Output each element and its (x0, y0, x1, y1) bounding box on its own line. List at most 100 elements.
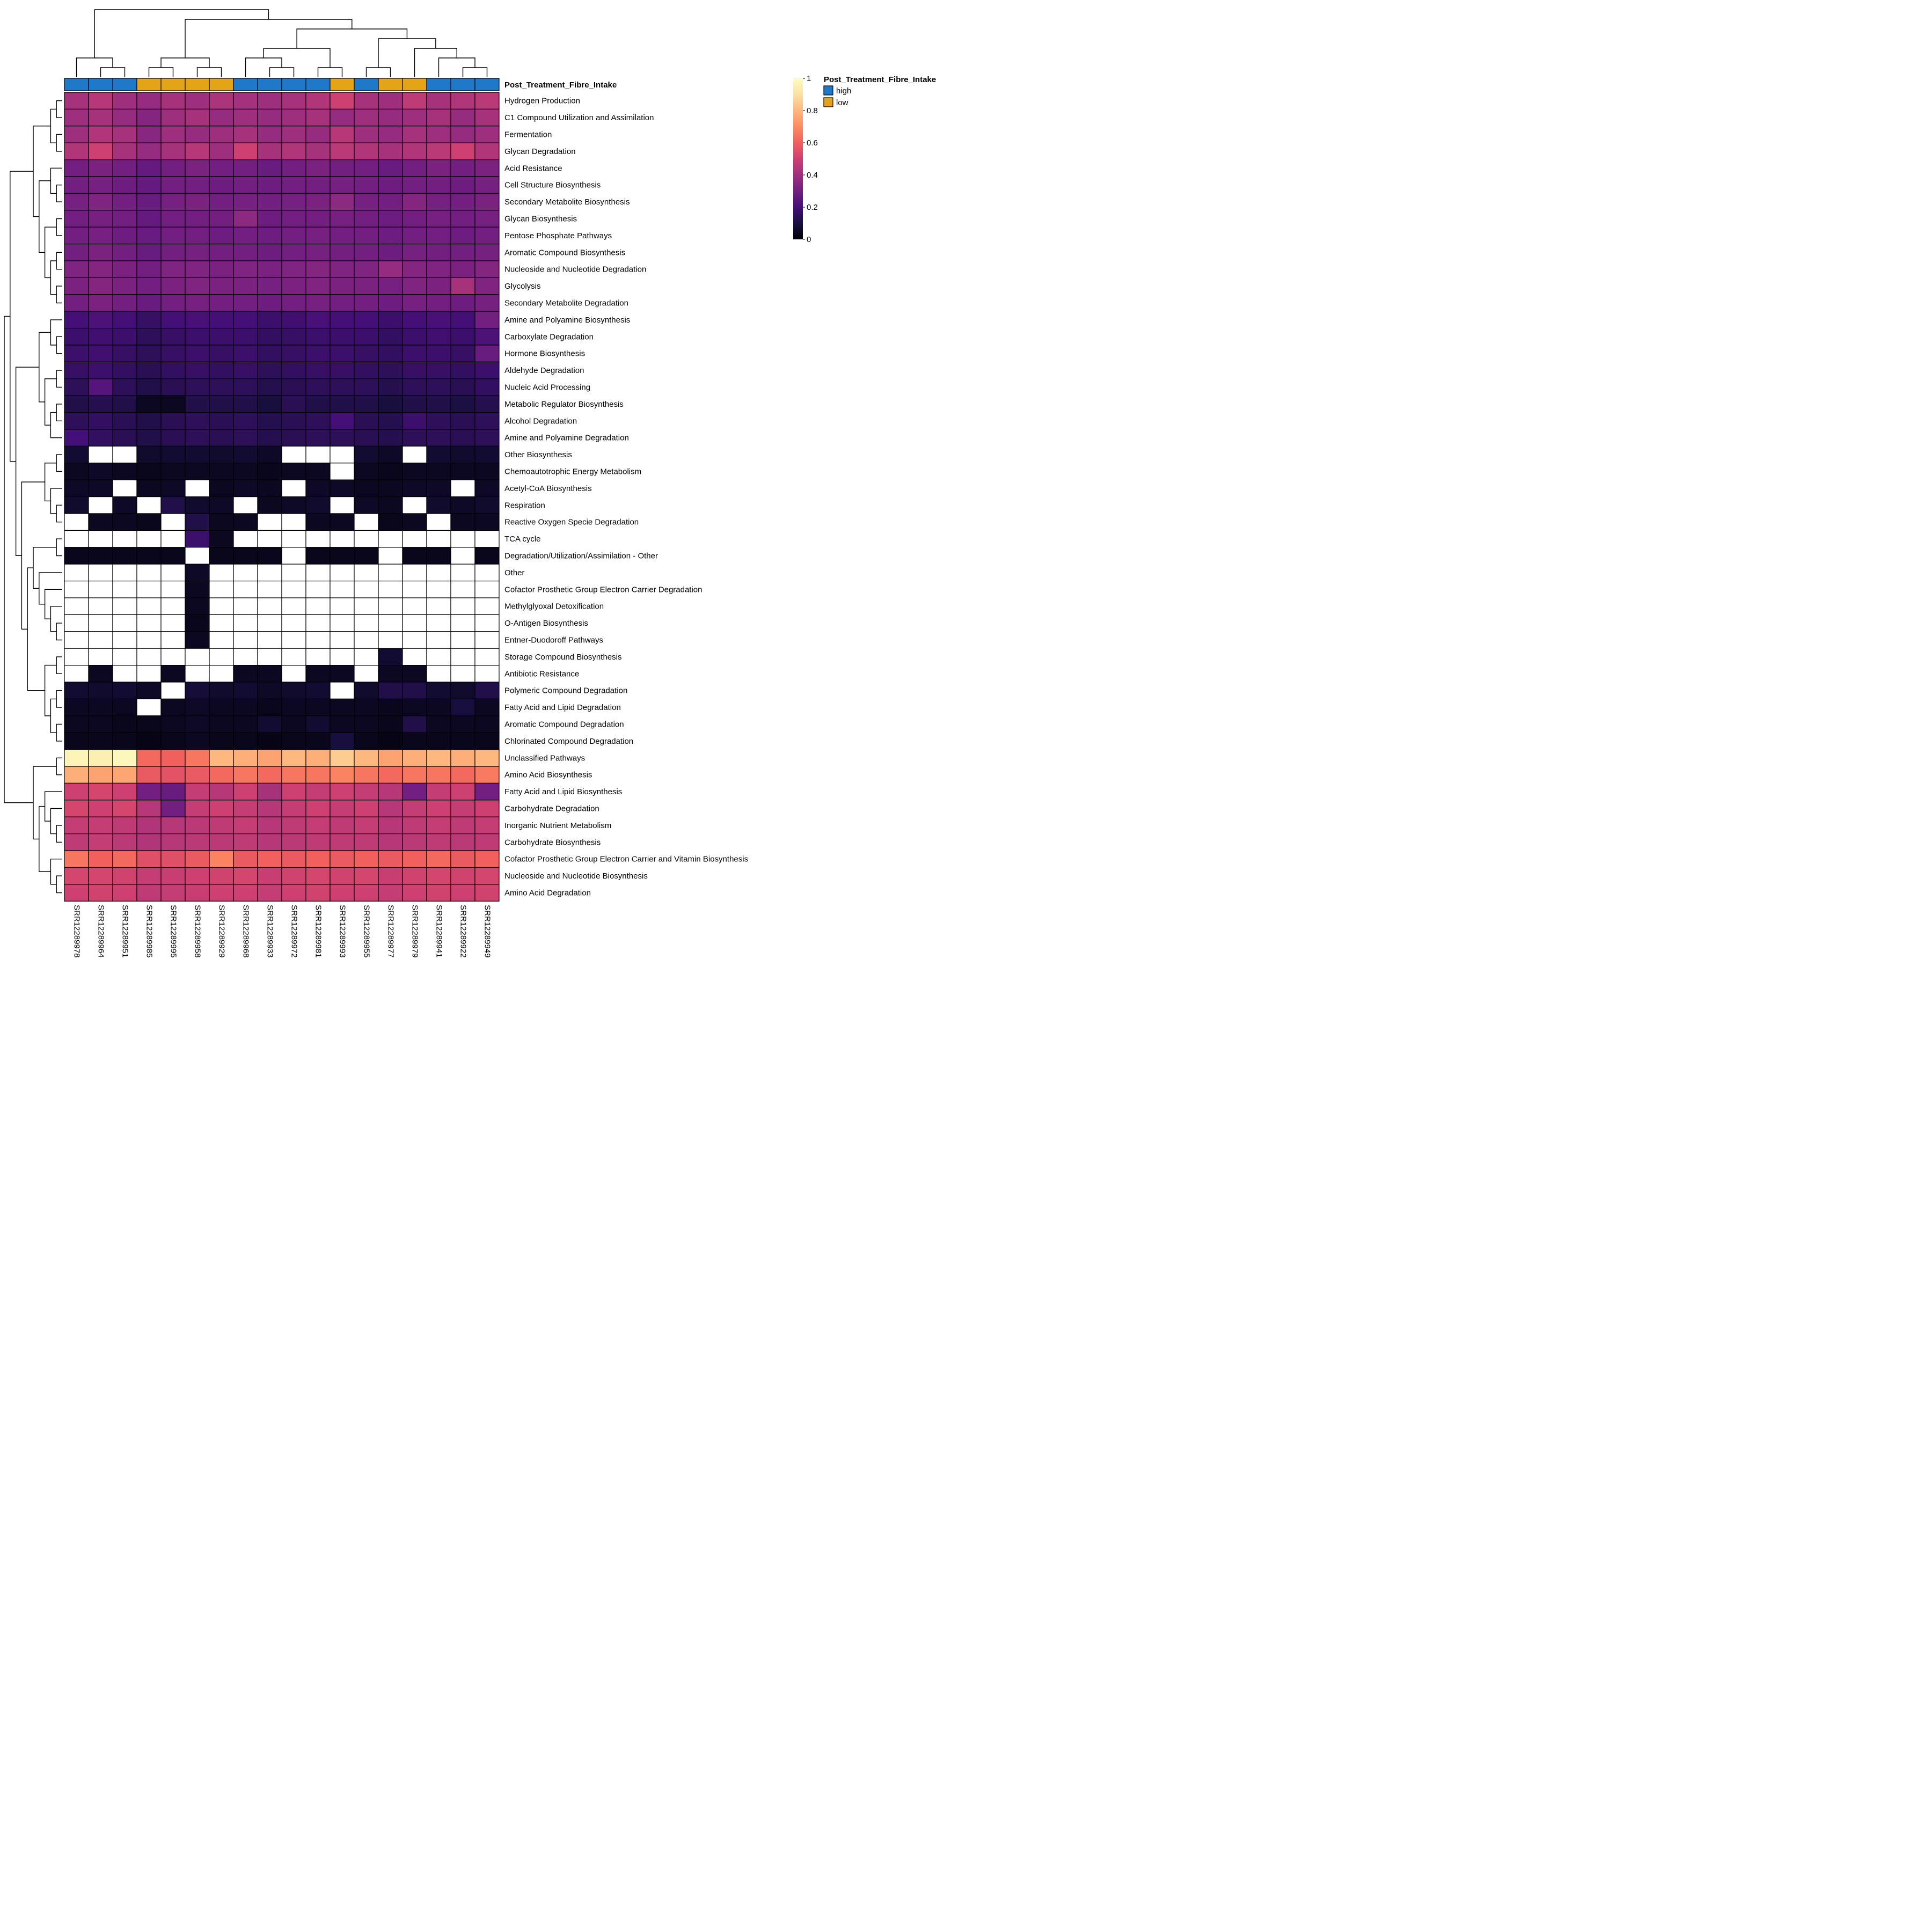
heatmap-cell (233, 580, 258, 598)
heatmap-cell (474, 648, 500, 666)
heatmap-cell (305, 260, 331, 278)
heatmap-cell (257, 884, 282, 902)
heatmap-cell (354, 193, 379, 211)
heatmap-cell (257, 463, 282, 480)
heatmap-cell (426, 260, 451, 278)
heatmap-cell (354, 580, 379, 598)
heatmap-cell (450, 513, 475, 531)
heatmap-cell (474, 361, 500, 379)
heatmap-cell (305, 92, 331, 109)
heatmap-cell (160, 463, 186, 480)
heatmap-cell (160, 530, 186, 548)
heatmap-cell (112, 327, 137, 346)
heatmap-cell (474, 850, 500, 868)
heatmap-cell (305, 395, 331, 413)
heatmap-cell (185, 597, 210, 615)
heatmap-cell (426, 564, 451, 582)
heatmap-cell (426, 210, 451, 228)
row-label: Secondary Metabolite Biosynthesis (504, 197, 630, 207)
heatmap-cell (281, 193, 306, 211)
heatmap-cell (474, 597, 500, 615)
heatmap-cell (354, 176, 379, 194)
heatmap-cell (474, 378, 500, 396)
heatmap-cell (112, 513, 137, 531)
heatmap-cell (233, 664, 258, 683)
heatmap-cell (233, 782, 258, 801)
heatmap-cell (378, 479, 403, 497)
heatmap-cell (64, 294, 89, 312)
heatmap-cell (64, 614, 89, 632)
heatmap-cell (426, 226, 451, 245)
heatmap-cell (185, 547, 210, 565)
row-dendrogram-branch (56, 825, 62, 843)
row-label: Nucleoside and Nucleotide Degradation (504, 265, 646, 274)
heatmap-cell (209, 277, 234, 295)
heatmap-cell (185, 749, 210, 767)
heatmap-cell (330, 361, 355, 379)
heatmap-cell (160, 92, 186, 109)
heatmap-cell (354, 782, 379, 801)
heatmap-cell (305, 513, 331, 531)
heatmap-cell (305, 631, 331, 649)
colorbar (793, 78, 803, 239)
heatmap-cell (354, 345, 379, 362)
heatmap-cell (354, 429, 379, 447)
heatmap-cell (354, 226, 379, 245)
heatmap-cell (474, 142, 500, 160)
heatmap-cell (185, 766, 210, 784)
row-label: Fatty Acid and Lipid Degradation (504, 703, 621, 712)
heatmap-cell (233, 345, 258, 362)
heatmap-cell (402, 395, 427, 413)
heatmap-cell (474, 530, 500, 548)
heatmap-cell (426, 445, 451, 464)
heatmap-cell (64, 311, 89, 329)
column-label: SRR12289933 (266, 905, 275, 957)
heatmap-cell (450, 715, 475, 733)
heatmap-cell (185, 479, 210, 497)
heatmap-cell (426, 142, 451, 160)
heatmap-cell (88, 294, 113, 312)
heatmap-cell (402, 715, 427, 733)
heatmap-cell (402, 92, 427, 109)
heatmap-cell (209, 547, 234, 565)
heatmap-cell (281, 816, 306, 835)
heatmap-cell (474, 277, 500, 295)
heatmap-cell (209, 732, 234, 750)
heatmap-cell (136, 244, 162, 261)
heatmap-cell (474, 244, 500, 261)
heatmap-cell (450, 176, 475, 194)
heatmap-cell (378, 126, 403, 143)
heatmap-cell (474, 327, 500, 346)
heatmap-cell (209, 513, 234, 531)
heatmap-cell (281, 277, 306, 295)
heatmap-cell (136, 749, 162, 767)
heatmap-cell (209, 614, 234, 632)
heatmap-cell (450, 833, 475, 851)
heatmap-cell (233, 260, 258, 278)
heatmap-cell (185, 884, 210, 902)
heatmap-cell (112, 664, 137, 683)
heatmap-cell (160, 766, 186, 784)
heatmap-cell (378, 345, 403, 362)
heatmap-cell (185, 867, 210, 885)
heatmap-cell (330, 311, 355, 329)
heatmap-cell (426, 732, 451, 750)
heatmap-cell (88, 260, 113, 278)
heatmap-cell (64, 597, 89, 615)
heatmap-cell (354, 631, 379, 649)
heatmap-cell (426, 513, 451, 531)
heatmap-cell (209, 159, 234, 177)
heatmap-cell (112, 260, 137, 278)
heatmap-cell (160, 698, 186, 716)
heatmap-cell (378, 682, 403, 699)
heatmap-cell (112, 732, 137, 750)
heatmap-cell (474, 159, 500, 177)
heatmap-cell (474, 479, 500, 497)
heatmap-cell (426, 884, 451, 902)
heatmap-cell (136, 345, 162, 362)
heatmap-cell (330, 884, 355, 902)
heatmap-cell (64, 664, 89, 683)
heatmap-cell (160, 580, 186, 598)
heatmap-cell (64, 345, 89, 362)
heatmap-cell (64, 850, 89, 868)
